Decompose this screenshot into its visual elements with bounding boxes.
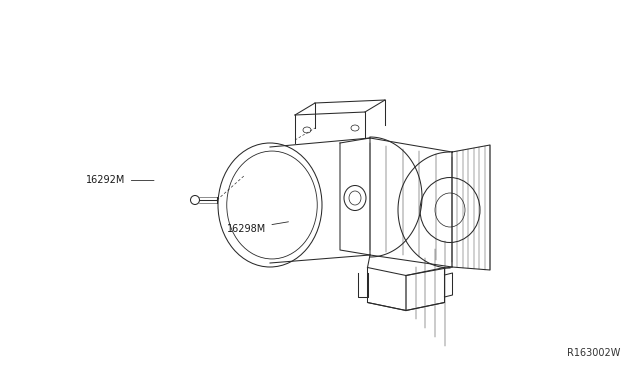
Text: R163002W: R163002W [566,348,620,358]
Text: 16292M: 16292M [86,176,154,185]
Text: 16298M: 16298M [227,222,289,234]
